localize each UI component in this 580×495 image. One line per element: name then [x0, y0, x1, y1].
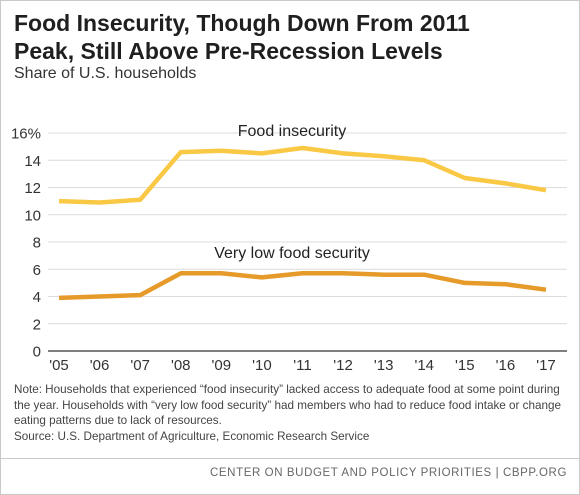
- x-tick-label: '17: [536, 357, 556, 374]
- x-tick-label: '15: [455, 357, 475, 374]
- y-axis-tick-labels: 0 2 4 6 8 10 12 14 16%: [11, 126, 41, 361]
- very-low-food-security-label: Very low food security: [214, 245, 370, 262]
- food-insecurity-line: [58, 145, 547, 205]
- y-tick-label: 10: [24, 207, 41, 224]
- very-low-food-security-line: [58, 271, 547, 301]
- y-tick-label: 2: [33, 316, 41, 333]
- chart-subtitle: Share of U.S. households: [14, 65, 197, 82]
- y-tick-label: 4: [33, 289, 41, 306]
- x-axis-tick-labels: '05 '06 '07 '08 '09 '10 '11 '12 '13 '14 '15 '16 '17: [49, 357, 556, 374]
- chart-title-line-2: Peak, Still Above Pre-Recession Levels: [14, 38, 443, 64]
- series-labels: Food insecurity Very low food security: [214, 123, 370, 262]
- footer-attribution: CENTER ON BUDGET AND POLICY PRIORITIES |…: [209, 467, 567, 479]
- y-tick-label: 0: [33, 344, 41, 361]
- note-text: Note: Households that experienced “food …: [14, 383, 562, 427]
- x-tick-label: '16: [496, 357, 516, 374]
- x-tick-label: '13: [374, 357, 394, 374]
- food-insecurity-label: Food insecurity: [238, 123, 347, 140]
- y-tick-label: 16%: [11, 126, 41, 143]
- x-tick-label: '08: [171, 357, 191, 374]
- x-tick-label: '10: [252, 357, 272, 374]
- chart-title-line-1: Food Insecurity, Though Down From 2011: [14, 10, 470, 36]
- x-tick-label: '12: [333, 357, 353, 374]
- chart-title: Food Insecurity, Though Down From 2011 P…: [14, 9, 569, 65]
- y-tick-label: 14: [24, 153, 41, 170]
- footer-divider: [1, 458, 579, 459]
- x-tick-label: '11: [293, 357, 311, 374]
- source-text: Source: U.S. Department of Agriculture, …: [14, 429, 370, 443]
- x-tick-label: '05: [49, 357, 69, 374]
- series-lines: [58, 145, 547, 301]
- y-tick-label: 12: [24, 180, 41, 197]
- x-tick-label: '14: [414, 357, 434, 374]
- chart-note: Note: Households that experienced “food …: [14, 382, 570, 444]
- y-tick-label: 6: [33, 262, 41, 279]
- x-tick-label: '09: [212, 357, 232, 374]
- x-tick-label: '06: [90, 357, 110, 374]
- x-tick-label: '07: [130, 357, 150, 374]
- grid-lines: [48, 132, 567, 352]
- y-tick-label: 8: [33, 235, 41, 252]
